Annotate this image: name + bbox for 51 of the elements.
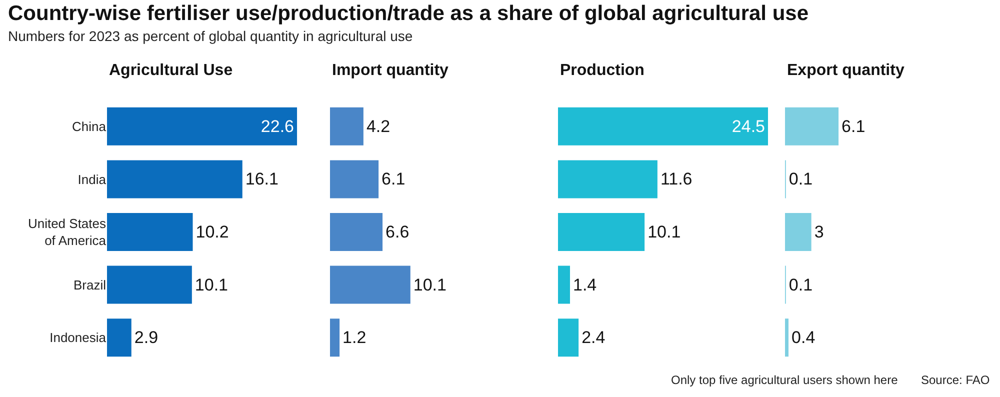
data-label: 0.1 — [788, 275, 813, 294]
bar — [558, 107, 768, 146]
data-label: 3 — [814, 222, 824, 242]
data-label: 0.4 — [792, 328, 816, 348]
bar — [330, 212, 383, 252]
y-tick-label: China — [72, 118, 107, 134]
bar — [107, 160, 242, 198]
data-label: 24.5 — [732, 116, 765, 136]
data-label: 4.2 — [366, 116, 390, 136]
chart-title: Production — [560, 62, 644, 79]
data-label: 6.6 — [386, 222, 410, 242]
data-label: 10.1 — [648, 222, 681, 242]
data-label: 1.2 — [342, 328, 366, 348]
text: Numbers for 2023 as percent of global quantity in agricultural use — [8, 28, 414, 44]
data-label: 10.1 — [413, 275, 446, 294]
data-label: 11.6 — [660, 170, 692, 189]
bar — [107, 107, 298, 146]
bar — [558, 212, 645, 252]
chart-title: Agricultural Use — [109, 62, 233, 79]
bar — [785, 318, 789, 357]
bar — [558, 160, 658, 198]
y-tick-label: Brazil — [73, 277, 106, 292]
bar — [330, 318, 340, 357]
bar — [785, 107, 839, 146]
text: Country-wise fertiliser use/production/trade as a share of global agricultural use — [8, 2, 810, 26]
y-tick-label: United States of America — [28, 216, 107, 248]
data-label: 1.4 — [573, 275, 597, 294]
data-label: 10.2 — [196, 222, 229, 242]
bar — [558, 266, 570, 304]
bar — [330, 160, 379, 198]
bar — [330, 107, 364, 146]
source-note: Source: FAO — [921, 373, 990, 387]
y-tick-label: India — [78, 172, 107, 187]
chart-title: Import quantity — [332, 62, 449, 79]
bar — [107, 212, 193, 252]
data-label: 22.6 — [260, 116, 294, 136]
bar — [330, 266, 410, 304]
data-label: 0.1 — [788, 170, 813, 189]
bar — [785, 212, 812, 252]
chart-title: Export quantity — [787, 62, 904, 79]
data-label: 2.9 — [134, 328, 158, 348]
data-label: 2.4 — [582, 328, 606, 348]
bar — [107, 266, 192, 304]
bar — [107, 318, 132, 357]
data-label: 6.1 — [842, 116, 866, 136]
data-label: 16.1 — [245, 170, 278, 189]
text: Only top five agricultural users shown here — [671, 373, 898, 387]
data-label: 10.1 — [194, 275, 228, 294]
bar — [558, 318, 579, 357]
data-label: 6.1 — [382, 170, 406, 189]
y-tick-label: Indonesia — [50, 330, 107, 346]
